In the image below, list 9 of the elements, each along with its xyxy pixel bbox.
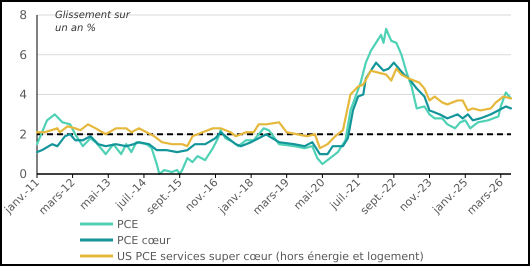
legend-label: US PCE services super cœur (hors énergie et logement) — [117, 250, 424, 263]
y-axis-title: Glissement sur un an % — [55, 10, 131, 34]
y-tick-label: 4 — [19, 88, 27, 102]
y-tick-label: 0 — [19, 167, 27, 182]
legend-label: PCE cœur — [117, 234, 172, 247]
y-tick-label: 2 — [19, 127, 27, 142]
y-tick-label: 6 — [19, 48, 27, 62]
y-tick-label: 8 — [19, 8, 27, 22]
legend-label: PCE — [117, 218, 138, 231]
